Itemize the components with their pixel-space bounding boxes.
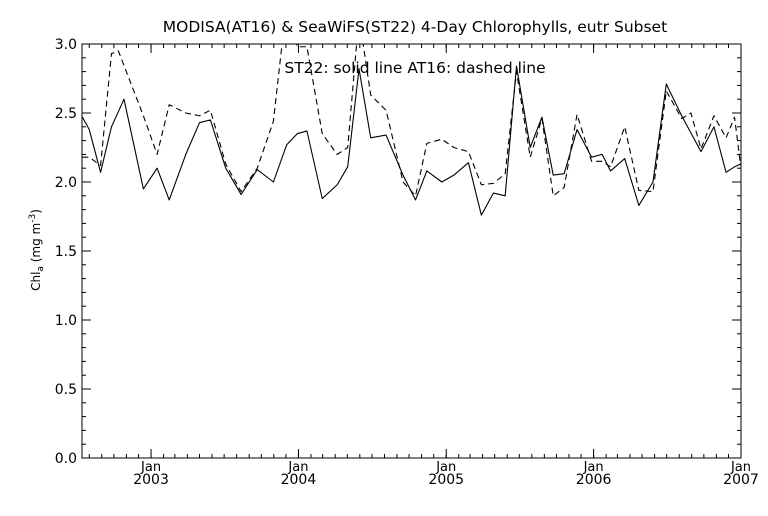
y-axis-label-superscript: -3 [28,214,38,223]
y-tick-label: 2.0 [55,175,77,191]
y-tick-label: 3.0 [55,37,77,53]
y-axis-label-unit: (mg m [29,223,43,266]
x-tick-label-year: 2007 [723,472,759,488]
y-axis-label-close: ) [29,209,43,214]
x-tick-label-year: 2006 [576,472,612,488]
x-tick-label-year: 2004 [281,472,317,488]
chart-title: MODISA(AT16) & SeaWiFS(ST22) 4-Day Chlor… [163,18,667,36]
y-axis-label-main: Chl [29,272,43,291]
chart-annotation: ST22: solid line AT16: dashed line [284,59,545,77]
y-tick-label: 0.5 [55,382,77,398]
y-tick-label: 1.5 [55,244,77,260]
y-tick-label: 0.0 [55,451,77,467]
y-tick-label: 1.0 [55,313,77,329]
x-tick-label-year: 2003 [133,472,169,488]
x-tick-label-year: 2005 [428,472,464,488]
y-tick-label: 2.5 [55,106,77,122]
